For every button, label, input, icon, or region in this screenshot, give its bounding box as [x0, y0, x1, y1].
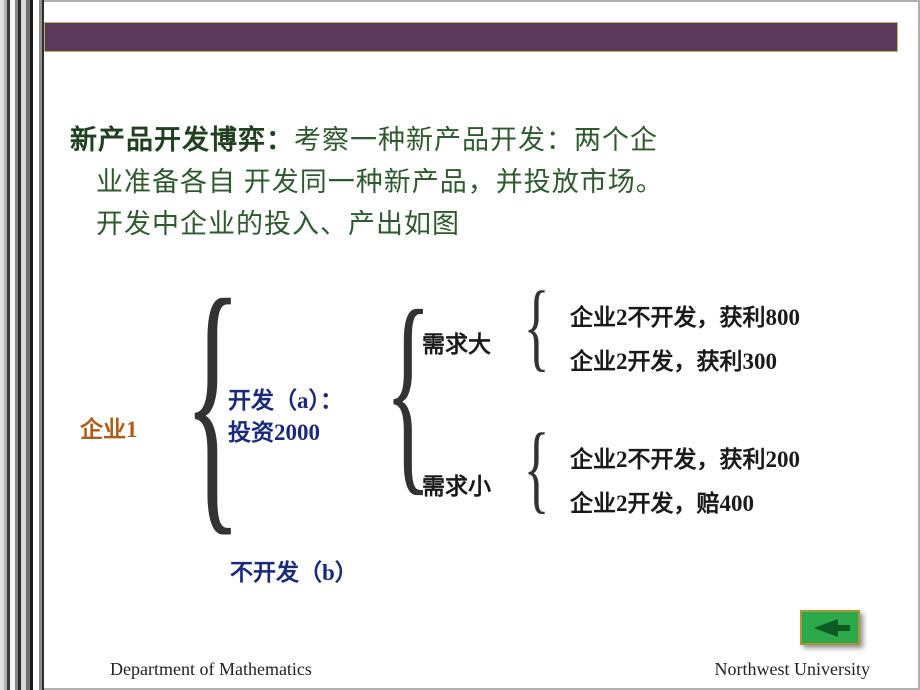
left-decor-stripes: [0, 0, 44, 690]
title-line3: 开发中企业的投入、产出如图: [70, 209, 460, 239]
title-line2: 业准备各自 开发同一种新产品，并投放市场。: [70, 167, 664, 197]
outcome-high-nodev: 企业2不开发，获利800: [570, 298, 800, 332]
title-strong: 新产品开发博弈：: [70, 125, 294, 155]
tree-develop-a: 开发（a）： 投资2000: [228, 385, 343, 449]
brace-icon: {: [524, 420, 550, 519]
outcome-low-nodev: 企业2不开发，获利200: [570, 440, 800, 474]
outcome-high-dev: 企业2开发，获利300: [570, 342, 777, 376]
tree-demand-low: 需求小: [422, 467, 491, 501]
title-paragraph: 新产品开发博弈：考察一种新产品开发：两个企 业准备各自 开发同一种新产品，并投放…: [70, 120, 880, 246]
decision-tree-diagram: 企业1 { 开发（a）： 投资2000 { 不开发（b） 需求大 { 企业2不开…: [60, 290, 890, 600]
title-line1-rest: 考察一种新产品开发：两个企: [294, 125, 658, 155]
tree-no-develop-b: 不开发（b）: [230, 553, 358, 587]
triangle-left-icon: [808, 617, 852, 639]
nav-prev-button[interactable]: [800, 610, 860, 645]
slide-footer: Department of Mathematics Northwest Univ…: [110, 659, 870, 680]
brace-icon: {: [524, 278, 550, 377]
slide-content: 新产品开发博弈：考察一种新产品开发：两个企 业准备各自 开发同一种新产品，并投放…: [70, 120, 880, 246]
outcome-low-dev: 企业2开发，赔400: [570, 484, 754, 518]
dev-a-line2: 投资2000: [228, 420, 320, 445]
tree-demand-high: 需求大: [422, 325, 491, 359]
footer-left: Department of Mathematics: [110, 659, 312, 680]
dev-a-line1: 开发（a）：: [228, 388, 343, 413]
tree-root-firm1: 企业1: [80, 410, 138, 444]
top-purple-bar: [44, 22, 898, 52]
footer-right: Northwest University: [715, 659, 870, 680]
